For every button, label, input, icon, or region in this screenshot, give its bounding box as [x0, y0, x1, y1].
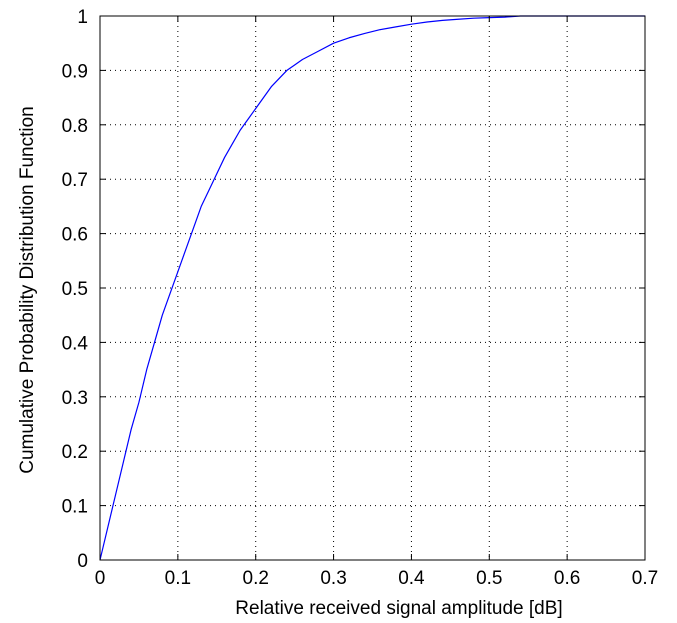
x-tick-label: 0 [95, 568, 106, 589]
tick-marks [99, 15, 646, 561]
x-tick-label: 0.4 [398, 568, 425, 589]
x-tick-label: 0.5 [476, 568, 502, 589]
x-axis-title: Relative received signal amplitude [dB] [235, 598, 562, 619]
y-tick-label: 1 [77, 7, 88, 28]
x-tick-label: 0.3 [320, 568, 346, 589]
grid-lines [100, 16, 645, 560]
y-tick-label: 0.4 [62, 333, 89, 354]
y-tick-label: 0.3 [62, 388, 88, 409]
y-tick-label: 0.7 [62, 170, 88, 191]
y-tick-label: 0.8 [62, 116, 88, 137]
y-tick-label: 0.9 [62, 61, 88, 82]
y-tick-label: 0.2 [62, 442, 88, 463]
x-tick-label: 0.6 [554, 568, 580, 589]
cdf-series-line [99, 15, 645, 561]
plot-frame [99, 15, 646, 561]
y-tick-labels: 0 0.1 0.2 0.3 0.4 0.5 0.6 0.7 0.8 0.9 1 [62, 7, 89, 572]
x-tick-label: 0.2 [243, 568, 269, 589]
y-tick-label: 0 [77, 551, 88, 572]
series-layer [99, 15, 645, 561]
y-tick-label: 0.6 [62, 225, 88, 246]
x-tick-label: 0.7 [632, 568, 658, 589]
y-tick-label: 0.5 [62, 279, 88, 300]
y-tick-label: 0.1 [62, 497, 88, 518]
y-axis-title: Cumulative Probability Distribution Func… [17, 106, 38, 474]
x-tick-label: 0.1 [165, 568, 191, 589]
x-tick-labels: 0 0.1 0.2 0.3 0.4 0.5 0.6 0.7 [95, 568, 659, 589]
